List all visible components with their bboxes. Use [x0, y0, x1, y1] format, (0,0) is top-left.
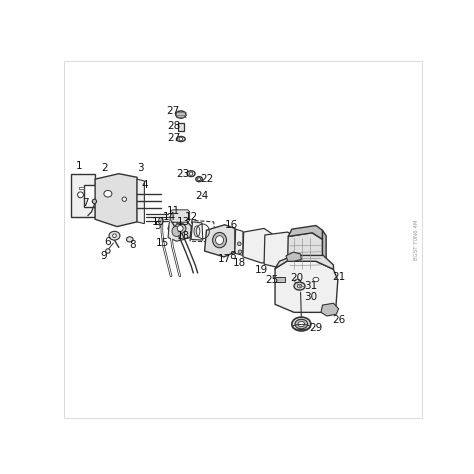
Bar — [178, 123, 184, 131]
Ellipse shape — [109, 231, 120, 240]
Ellipse shape — [113, 234, 116, 237]
Ellipse shape — [294, 282, 305, 290]
Polygon shape — [275, 261, 338, 312]
Ellipse shape — [297, 284, 301, 288]
Ellipse shape — [313, 277, 319, 282]
Text: 9: 9 — [100, 251, 107, 261]
Polygon shape — [264, 232, 297, 269]
Ellipse shape — [104, 191, 112, 197]
Text: 8: 8 — [229, 251, 236, 261]
Polygon shape — [275, 255, 333, 269]
Ellipse shape — [292, 317, 311, 331]
Text: 24: 24 — [195, 191, 209, 201]
Text: 27: 27 — [166, 106, 180, 116]
Text: 28: 28 — [167, 121, 180, 131]
Polygon shape — [168, 218, 192, 240]
Ellipse shape — [298, 321, 305, 327]
Text: 15: 15 — [156, 238, 169, 248]
Text: 31: 31 — [304, 281, 317, 291]
Text: 16: 16 — [225, 220, 238, 230]
Text: 10: 10 — [152, 217, 165, 227]
Text: 3: 3 — [137, 163, 143, 173]
Text: 29: 29 — [310, 323, 322, 333]
Ellipse shape — [295, 279, 301, 283]
Text: 1: 1 — [75, 161, 82, 172]
Polygon shape — [287, 233, 322, 277]
Text: 8: 8 — [129, 240, 136, 250]
Ellipse shape — [92, 199, 97, 204]
Ellipse shape — [174, 223, 186, 234]
Bar — [79, 187, 84, 190]
Text: BGST T0N6 4M: BGST T0N6 4M — [414, 219, 419, 260]
FancyBboxPatch shape — [171, 210, 190, 222]
Polygon shape — [168, 221, 184, 241]
Polygon shape — [205, 225, 235, 257]
Text: 14: 14 — [163, 212, 176, 222]
Polygon shape — [95, 173, 137, 227]
Ellipse shape — [238, 250, 242, 254]
Text: 2: 2 — [101, 163, 108, 173]
Polygon shape — [243, 228, 272, 263]
Ellipse shape — [213, 232, 227, 248]
Text: 21: 21 — [332, 272, 345, 282]
Polygon shape — [286, 252, 301, 261]
Text: 19: 19 — [255, 265, 269, 275]
Text: 12: 12 — [185, 212, 199, 222]
Text: 23: 23 — [176, 169, 190, 179]
Text: 18: 18 — [233, 258, 246, 268]
Ellipse shape — [216, 236, 224, 245]
Polygon shape — [322, 230, 326, 278]
Ellipse shape — [127, 237, 133, 242]
Text: 25: 25 — [265, 275, 278, 285]
Text: 13: 13 — [177, 231, 191, 241]
Text: 20: 20 — [291, 273, 303, 283]
Ellipse shape — [237, 242, 241, 246]
Ellipse shape — [198, 178, 201, 181]
Text: 5: 5 — [154, 220, 161, 230]
Bar — [274, 277, 285, 282]
Ellipse shape — [196, 177, 202, 182]
Polygon shape — [72, 173, 95, 218]
Text: 4: 4 — [141, 180, 148, 190]
Polygon shape — [191, 222, 203, 240]
Ellipse shape — [176, 111, 186, 118]
Text: 7: 7 — [82, 198, 89, 208]
Polygon shape — [288, 226, 322, 239]
Text: 22: 22 — [200, 174, 213, 184]
Text: 26: 26 — [332, 315, 345, 325]
Ellipse shape — [179, 137, 182, 141]
Ellipse shape — [176, 137, 185, 142]
Text: 13: 13 — [177, 217, 191, 227]
Ellipse shape — [295, 319, 308, 329]
Text: 17: 17 — [217, 255, 230, 264]
Text: 6: 6 — [104, 237, 110, 247]
Ellipse shape — [78, 192, 83, 198]
Text: 11: 11 — [167, 206, 180, 216]
Polygon shape — [321, 303, 338, 316]
Text: 30: 30 — [304, 292, 318, 302]
Ellipse shape — [122, 197, 127, 201]
Ellipse shape — [106, 249, 110, 253]
Ellipse shape — [172, 226, 181, 237]
Polygon shape — [235, 229, 243, 255]
Ellipse shape — [187, 171, 195, 177]
Ellipse shape — [190, 172, 193, 175]
Text: 27: 27 — [167, 133, 180, 143]
Ellipse shape — [177, 226, 183, 231]
Polygon shape — [137, 179, 145, 224]
